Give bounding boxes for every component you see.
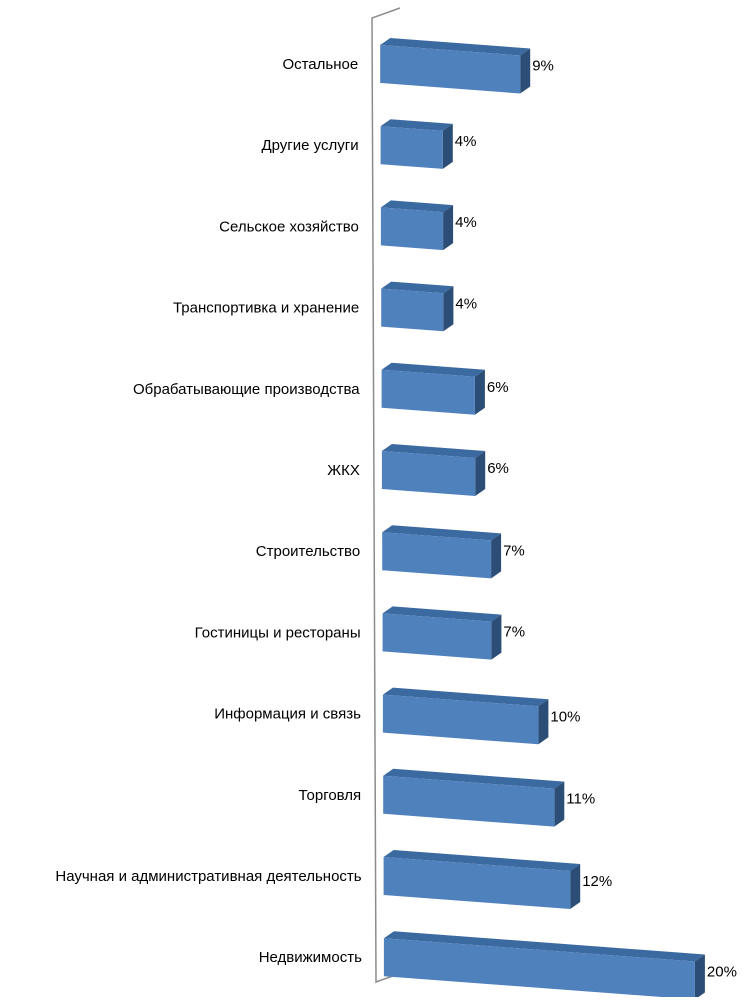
bar	[381, 281, 454, 332]
category-label: Другие услуги	[261, 137, 358, 154]
bar	[381, 444, 486, 496]
bar-front-face	[380, 126, 443, 169]
bar-top-face	[381, 362, 485, 377]
bar	[380, 200, 454, 251]
bar-top-face	[382, 687, 549, 707]
bar-top-face	[383, 768, 565, 789]
bar-top-face	[380, 200, 454, 213]
data-label: 6%	[487, 460, 509, 477]
category-label: Строительство	[256, 543, 360, 560]
bar-side-face	[474, 369, 485, 415]
bar-front-face	[381, 369, 475, 415]
bar-top-face	[383, 931, 705, 962]
data-label: 4%	[455, 133, 477, 150]
data-label: 12%	[582, 873, 612, 890]
bar-front-face	[382, 613, 492, 660]
bars-layer	[380, 38, 705, 1000]
bar-front-face	[382, 694, 539, 745]
bar-side-face	[491, 533, 502, 579]
category-label: Сельское хозяйство	[219, 218, 359, 235]
data-label: 7%	[503, 624, 525, 641]
data-label: 20%	[707, 964, 737, 981]
bar-top-face	[380, 38, 531, 56]
bar-side-face	[443, 205, 454, 251]
category-label: Обрабатывающие производства	[133, 381, 360, 398]
bar-side-face	[475, 451, 486, 496]
category-label: Остальное	[282, 56, 358, 73]
bar-top-face	[381, 444, 486, 458]
bar	[381, 362, 485, 415]
category-label: Научная и административная деятельность	[55, 868, 361, 885]
data-label: 4%	[455, 295, 477, 312]
bar	[382, 606, 502, 660]
data-label: 4%	[455, 214, 477, 231]
bar-side-face	[491, 614, 502, 660]
bar-front-face	[381, 451, 476, 496]
data-label: 10%	[550, 708, 580, 725]
bar-side-face	[520, 48, 531, 94]
bar	[383, 850, 581, 909]
bar-front-face	[380, 207, 444, 251]
bar-side-face	[443, 286, 454, 332]
bar-side-face	[570, 864, 581, 909]
category-label: Информация и связь	[214, 706, 361, 723]
bar-front-face	[382, 532, 492, 579]
bar-side-face	[694, 954, 705, 1000]
bar	[383, 931, 705, 1000]
bar-front-face	[383, 775, 555, 827]
category-label: Недвижимость	[259, 949, 362, 966]
bar	[380, 119, 453, 169]
data-label: 11%	[566, 791, 595, 808]
bar	[383, 768, 565, 827]
bar-side-face	[538, 699, 549, 745]
bar-top-face	[380, 119, 453, 131]
bar-front-face	[383, 938, 695, 1000]
category-label: Транспортивка и хранение	[173, 300, 359, 317]
bar-side-face	[554, 781, 565, 827]
axis-wall	[371, 7, 405, 984]
bar-top-face	[382, 606, 502, 622]
data-label: 7%	[503, 542, 525, 559]
bar-front-face	[381, 288, 444, 332]
data-label: 9%	[532, 58, 554, 75]
category-label: Гостиницы и рестораны	[195, 624, 361, 641]
category-label: Торговля	[299, 787, 362, 804]
bar-front-face	[380, 45, 521, 94]
bar-top-face	[381, 281, 454, 294]
category-label: ЖКХ	[327, 462, 360, 479]
bar-front-face	[383, 857, 571, 909]
bar-top-face	[382, 525, 502, 541]
bar	[380, 38, 531, 94]
bar	[382, 687, 549, 745]
data-labels: 9% 4% 4% 4% 6% 6% 7% 7% 10% 11% 12% 20%	[455, 58, 737, 981]
data-label: 6%	[487, 379, 509, 396]
bar-side-face	[442, 123, 453, 169]
bar-top-face	[383, 850, 581, 871]
category-labels: Остальное Другие услуги Сельское хозяйство…	[55, 56, 362, 966]
bar	[382, 525, 502, 579]
